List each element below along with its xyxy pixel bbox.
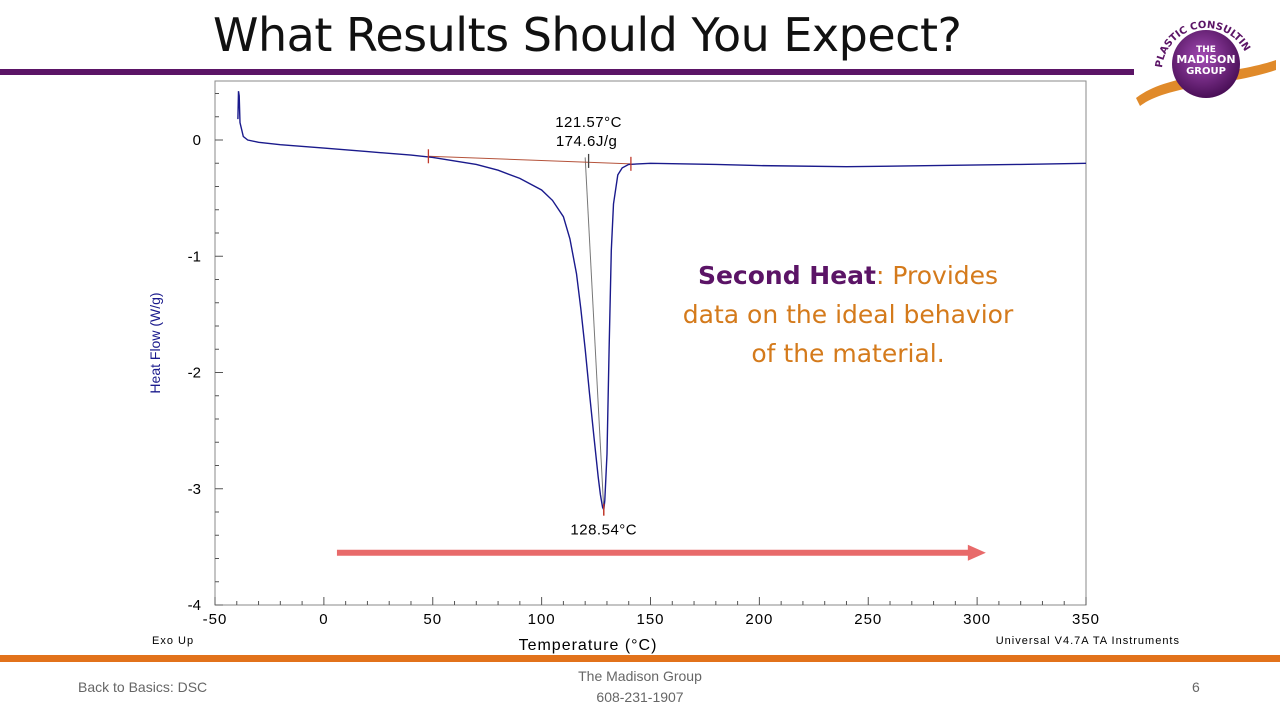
enthalpy-label: 174.6J/g xyxy=(556,133,618,150)
baseline-markers xyxy=(427,149,632,171)
callout-text: Provides data on the ideal behavior of t… xyxy=(682,261,1014,368)
x-tick-label: -50 xyxy=(203,611,228,628)
y-axis-ticks xyxy=(215,93,223,606)
y-tick-label: -2 xyxy=(188,365,201,382)
x-tick-label: 150 xyxy=(636,611,664,628)
footer-center-line2: 608-231-1907 xyxy=(596,689,684,705)
y-axis-label: Heat Flow (W/g) xyxy=(147,292,163,393)
logo-purple-globe xyxy=(1172,30,1240,98)
instrument-note: Universal V4.7A TA Instruments xyxy=(996,635,1180,647)
onset-tangent-line xyxy=(584,157,605,510)
logo-line1: THE xyxy=(1196,45,1216,55)
footer-left: Back to Basics: DSC xyxy=(78,679,208,695)
callout-colon: : xyxy=(876,261,885,290)
slide-title: What Results Should You Expect? xyxy=(213,8,962,62)
x-tick-label: 100 xyxy=(528,611,556,628)
exo-up-note: Exo Up xyxy=(152,635,194,647)
callout-bold: Second Heat xyxy=(697,261,876,290)
y-tick-label: 0 xyxy=(193,132,201,149)
footer-center-line1: The Madison Group xyxy=(578,668,702,684)
x-tick-label: 300 xyxy=(963,611,991,628)
page-number: 6 xyxy=(1192,679,1200,695)
peak-temperature-label: 128.54°C xyxy=(570,522,637,539)
y-tick-label: -3 xyxy=(188,481,201,498)
x-axis-tick-labels: -50 0 50 100 150 200 250 300 350 xyxy=(203,611,1100,628)
x-axis-label: Temperature (°C) xyxy=(519,637,658,654)
y-tick-label: -4 xyxy=(188,597,201,614)
integration-baseline xyxy=(428,155,631,165)
logo-line3: GROUP xyxy=(1186,66,1226,77)
x-axis-ticks xyxy=(214,597,1087,605)
footer-rule xyxy=(0,655,1280,662)
x-tick-label: 250 xyxy=(854,611,882,628)
logo-line2: MADISON xyxy=(1176,53,1235,66)
x-tick-label: 350 xyxy=(1072,611,1100,628)
company-logo: PLASTIC CONSULTING ENGINEERS THE MADISON… xyxy=(1130,2,1276,106)
title-rule xyxy=(0,69,1134,75)
x-tick-label: 50 xyxy=(423,611,442,628)
heating-direction-arrow xyxy=(336,544,986,561)
x-tick-label: 200 xyxy=(745,611,773,628)
heat-flow-curve xyxy=(237,91,1087,513)
x-tick-label: 0 xyxy=(319,611,328,628)
arrow-head xyxy=(967,544,986,561)
y-axis-tick-labels: 0 -1 -2 -3 -4 xyxy=(188,132,201,614)
onset-temperature-label: 121.57°C xyxy=(555,114,622,131)
second-heat-callout: Second Heat: Provides data on the ideal … xyxy=(668,256,1028,373)
y-tick-label: -1 xyxy=(188,248,201,265)
